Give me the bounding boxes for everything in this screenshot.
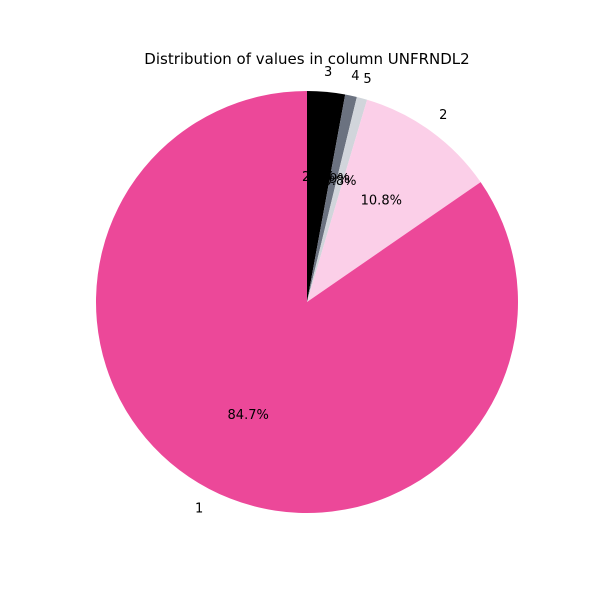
percent-label-1: 84.7% [228,408,269,423]
pie-labels: 3 2.9% 4 0.9% 5 0.8% 2 10.8% 1 84.7% [195,65,447,517]
percent-label-2: 10.8% [361,194,402,209]
chart-title: Distribution of values in column UNFRNDL… [144,50,469,68]
pie-slices [95,91,518,513]
pie-slice-5 [307,96,368,302]
pie-slice-2 [307,99,481,302]
percent-label-4: 0.9% [317,172,350,187]
category-label-4: 4 [351,69,359,84]
percent-label-3: 2.9% [302,170,335,185]
percent-label-5: 0.8% [323,174,356,189]
category-label-3: 3 [324,65,332,80]
pie-slice-4 [307,94,357,303]
category-label-5: 5 [363,72,371,87]
category-label-2: 2 [439,108,447,123]
pie-slice-1 [95,91,518,513]
pie-slice-3 [307,91,346,302]
category-label-1: 1 [195,502,203,517]
